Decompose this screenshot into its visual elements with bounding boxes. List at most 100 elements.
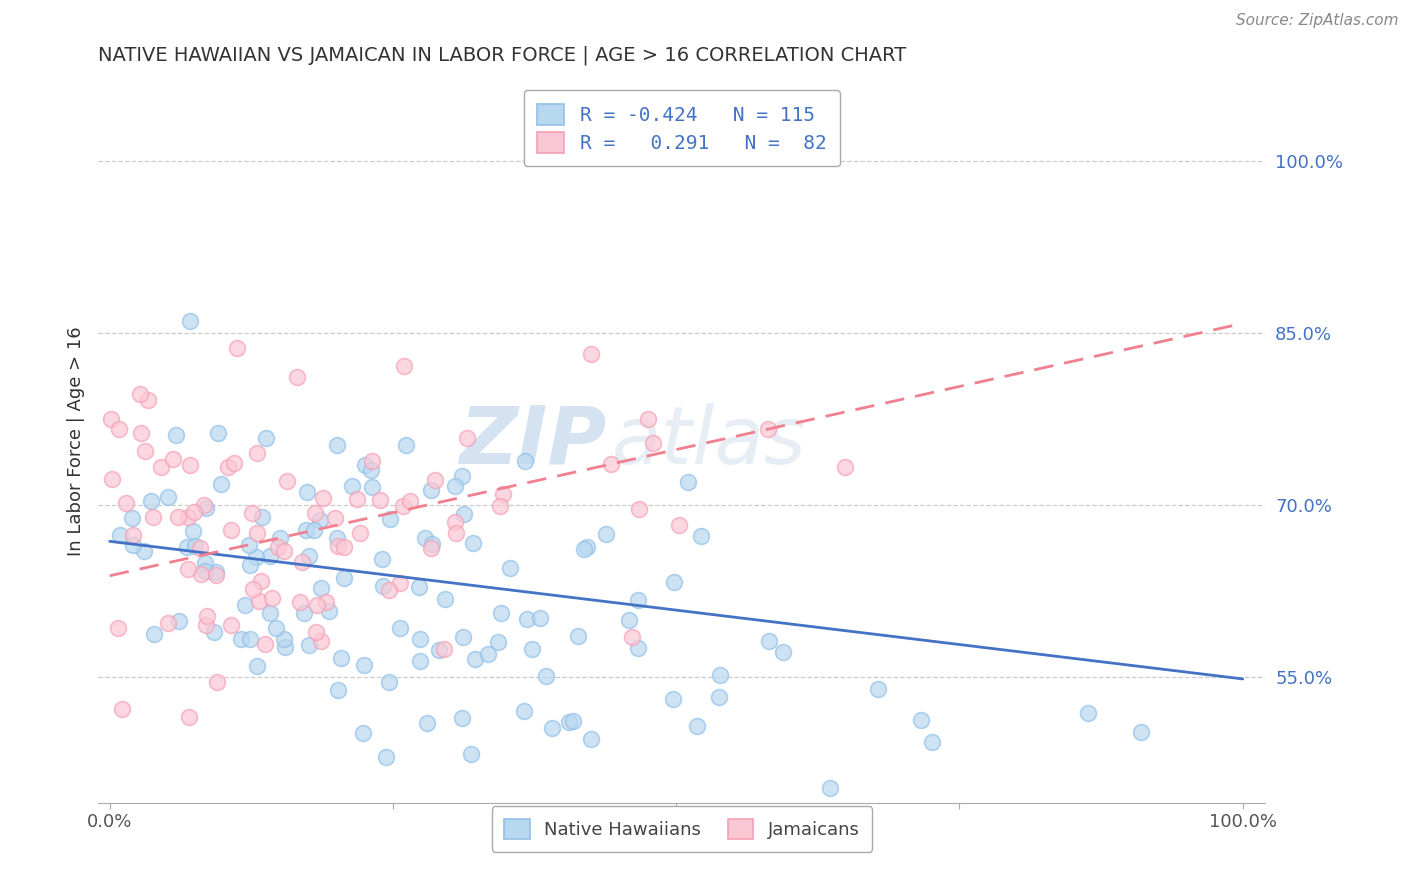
Point — [333, 541, 356, 555]
Point — [464, 652, 486, 666]
Point — [595, 527, 617, 541]
Point — [288, 595, 311, 609]
Point — [488, 499, 510, 513]
Point — [352, 726, 374, 740]
Point — [177, 710, 200, 724]
Point — [298, 638, 321, 652]
Point — [326, 539, 349, 553]
Point — [643, 435, 665, 450]
Point — [250, 574, 273, 589]
Point — [450, 468, 472, 483]
Point — [433, 641, 456, 656]
Point — [183, 505, 205, 519]
Point — [378, 512, 401, 526]
Point — [194, 500, 217, 515]
Point — [520, 642, 543, 657]
Point — [311, 633, 333, 648]
Point — [529, 610, 551, 624]
Point — [326, 438, 349, 452]
Point — [131, 425, 153, 440]
Point — [388, 575, 411, 590]
Point — [309, 513, 332, 527]
Point — [323, 510, 346, 524]
Point — [194, 556, 217, 570]
Point — [425, 473, 447, 487]
Point — [150, 459, 173, 474]
Point — [444, 479, 467, 493]
Point — [866, 681, 889, 696]
Point — [536, 669, 558, 683]
Point — [326, 531, 349, 545]
Point — [111, 702, 134, 716]
Text: Source: ZipAtlas.com: Source: ZipAtlas.com — [1236, 13, 1399, 29]
Point — [292, 607, 315, 621]
Point — [209, 476, 232, 491]
Point — [221, 618, 243, 632]
Point — [581, 346, 603, 360]
Point — [388, 621, 411, 635]
Point — [108, 528, 131, 542]
Point — [368, 493, 391, 508]
Point — [121, 510, 143, 524]
Point — [394, 359, 416, 374]
Point — [361, 454, 384, 468]
Point — [246, 446, 269, 460]
Point — [541, 721, 564, 735]
Point — [409, 632, 432, 646]
Point — [617, 613, 640, 627]
Point — [579, 731, 602, 746]
Point — [353, 458, 375, 472]
Point — [202, 625, 225, 640]
Point — [217, 460, 239, 475]
Point — [240, 507, 263, 521]
Point — [399, 493, 422, 508]
Point — [238, 538, 260, 552]
Point — [662, 692, 685, 706]
Point — [415, 531, 437, 545]
Point — [134, 443, 156, 458]
Point — [259, 606, 281, 620]
Point — [205, 567, 228, 582]
Point — [259, 549, 281, 563]
Point — [305, 598, 328, 612]
Point — [254, 431, 277, 445]
Point — [166, 509, 188, 524]
Point — [100, 412, 122, 426]
Point — [513, 704, 536, 718]
Text: ZIP: ZIP — [458, 402, 606, 481]
Point — [239, 632, 262, 646]
Point — [273, 640, 295, 654]
Point — [668, 518, 690, 533]
Point — [312, 491, 335, 505]
Point — [142, 627, 165, 641]
Point — [162, 452, 184, 467]
Point — [242, 582, 264, 597]
Point — [269, 531, 291, 545]
Point — [515, 454, 537, 468]
Point — [567, 629, 589, 643]
Point — [176, 561, 198, 575]
Point — [195, 618, 218, 632]
Point — [377, 675, 399, 690]
Point — [136, 392, 159, 407]
Point — [346, 491, 368, 506]
Point — [132, 544, 155, 558]
Point — [329, 650, 352, 665]
Point — [416, 716, 439, 731]
Point — [371, 552, 394, 566]
Point — [295, 524, 318, 538]
Point — [176, 510, 198, 524]
Point — [375, 749, 398, 764]
Point — [460, 747, 482, 761]
Point — [627, 641, 650, 656]
Point — [620, 630, 643, 644]
Point — [371, 579, 394, 593]
Point — [456, 431, 478, 445]
Point — [267, 540, 290, 554]
Point — [239, 558, 262, 573]
Point — [409, 654, 432, 668]
Point — [179, 458, 201, 473]
Point — [101, 472, 124, 486]
Point — [121, 527, 143, 541]
Point — [463, 535, 485, 549]
